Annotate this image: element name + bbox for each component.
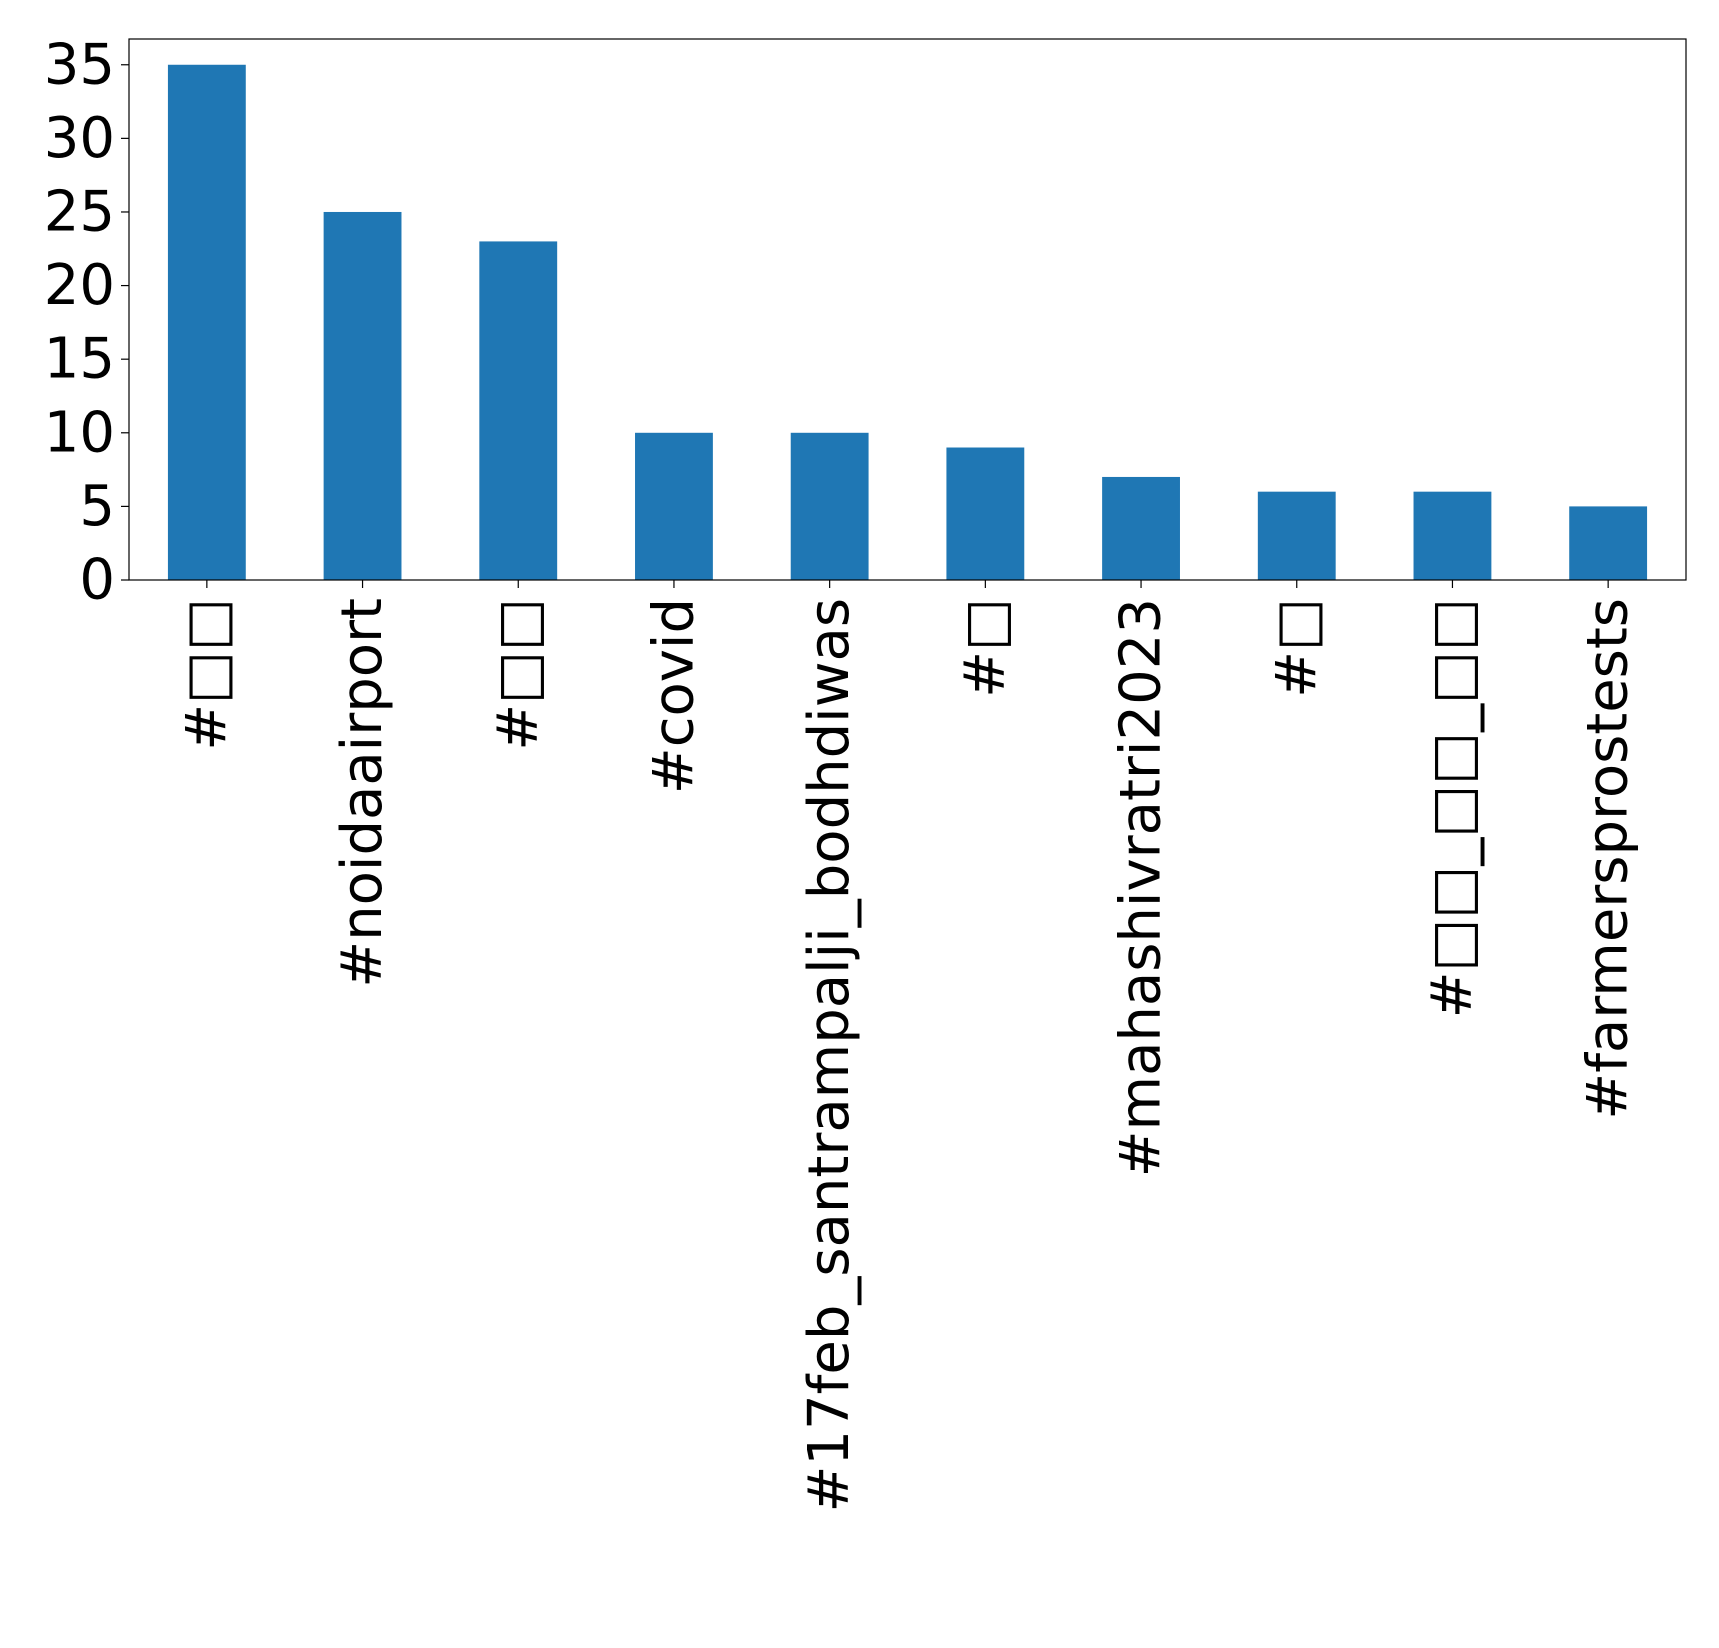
x-tick-label: #□□_□□_□□ (1420, 598, 1485, 1018)
bars-group (167, 64, 1648, 581)
x-tick-label: #□□ (486, 598, 551, 751)
plot-area-frame (128, 38, 1687, 581)
y-tick-label: 20 (44, 253, 115, 318)
bar (1569, 506, 1648, 580)
bar (946, 447, 1025, 580)
bar (790, 432, 869, 580)
bar (1102, 476, 1180, 580)
bar (1257, 491, 1336, 580)
bar (479, 241, 558, 580)
x-tick-label: #17feb_santrampalji_bodhdiwas (797, 598, 862, 1513)
y-tick-label: 30 (44, 106, 115, 171)
x-tick-label: #noidaairport (330, 598, 395, 988)
y-axis: 0 5 10 15 20 25 30 35 (44, 32, 129, 613)
bar (167, 64, 246, 580)
y-tick-label: 15 (44, 327, 115, 392)
x-tick-label: #□ (953, 598, 1018, 698)
bar (635, 432, 713, 580)
x-tick-label: #farmersprostests (1576, 598, 1641, 1120)
bar (323, 211, 402, 581)
x-tick-label: #□ (1264, 598, 1329, 698)
x-tick-label: #□□ (174, 598, 239, 751)
bar (1413, 491, 1492, 580)
y-tick-label: 25 (44, 179, 115, 244)
y-tick-label: 0 (79, 548, 115, 613)
y-tick-label: 10 (44, 400, 115, 465)
x-tick-label: #mahashivratri2023 (1109, 598, 1174, 1177)
y-tick-label: 5 (79, 474, 115, 539)
y-tick-label: 35 (44, 32, 115, 97)
x-axis: #□□ #noidaairport #□□ #covid #17feb_santramp… (174, 580, 1641, 1513)
x-tick-label: #covid (641, 598, 706, 794)
